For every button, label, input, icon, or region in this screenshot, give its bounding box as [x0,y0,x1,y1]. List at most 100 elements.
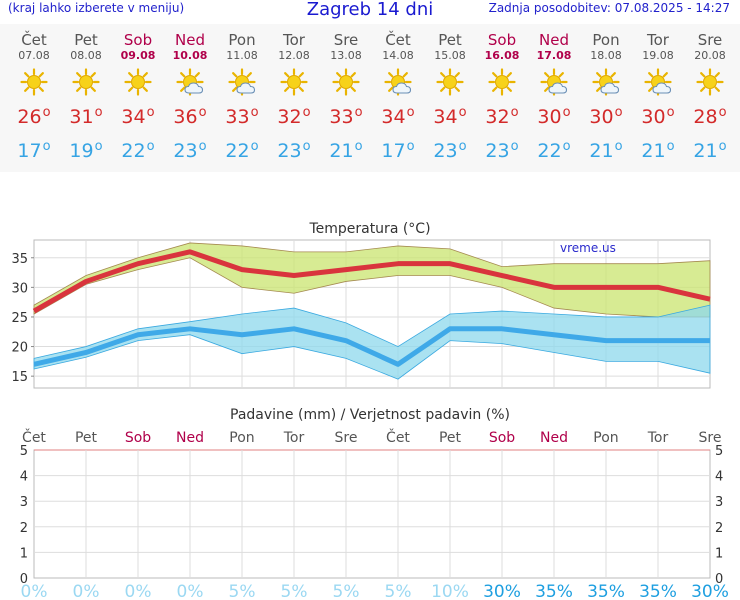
series-line [33,326,710,367]
y-tick-label: 4 [20,470,28,485]
day-name: Pet [74,31,98,49]
temperature-chart: Temperatura (°C) 15 20 25 30 35 vreme.us [11,221,711,389]
series-line [32,249,711,314]
max-temperature: 34o [433,105,467,128]
x-category-label: Pet [439,430,462,446]
max-temperature: 30o [641,105,675,128]
sun-cloud-icon [540,68,568,96]
y-tick-label: 20 [11,341,28,356]
min-temperature: 21o [641,139,675,162]
y-tick-label: 2 [20,521,28,536]
forecast-day: Tor 12.08 32o 23o [268,24,320,163]
x-category-label: Tor [283,430,305,446]
sun-icon [696,68,724,96]
max-temperature: 33o [225,105,259,128]
x-category-label: Pon [229,430,254,446]
y-tick-label: 5 [20,444,28,459]
uncertainty-band [33,304,711,380]
sun-cloud-icon [176,68,204,96]
sun-icon [20,68,48,96]
y-tick-label: 0 [20,572,28,587]
probability-label: 5% [281,582,308,600]
header-bar: (kraj lahko izberete v meniju) Zagreb 14… [0,0,740,22]
max-temperature: 36o [173,105,207,128]
y-tick-label: 1 [20,546,28,561]
day-name: Sre [333,31,359,49]
day-date: 07.08 [18,49,50,62]
x-category-label: Sre [699,430,722,446]
x-category-label: Čet [386,428,410,446]
sun-cloud-icon [644,68,672,96]
min-temperature: 23o [277,139,311,162]
max-temperature: 28o [693,105,727,128]
forecast-day: Sre 13.08 33o 21o [320,24,372,163]
forecast-day: Tor 19.08 30o 21o [632,24,684,163]
min-temperature: 22o [225,139,259,162]
day-date: 10.08 [172,49,208,62]
day-date: 13.08 [330,49,362,62]
y-tick-label-right: 5 [715,444,723,459]
chart-title: Padavine (mm) / Verjetnost padavin (%) [230,407,510,423]
day-date: 17.08 [536,49,572,62]
forecast-day: Pon 11.08 33o 22o [216,24,268,163]
min-temperature: 23o [485,139,519,162]
y-tick-label: 25 [11,311,28,326]
day-date: 16.08 [484,49,520,62]
day-date: 14.08 [382,49,414,62]
sun-icon [436,68,464,96]
day-name: Tor [283,31,305,49]
sun-cloud-icon [384,68,412,96]
probability-label: 30% [483,582,521,600]
forecast-day: Čet 14.08 34o 17o [372,24,424,163]
min-temperature: 22o [121,139,155,162]
sun-icon [124,68,152,96]
probability-label: 30% [691,582,729,600]
day-name: Čet [385,31,411,49]
probability-label: 0% [73,582,100,600]
min-temperature: 21o [329,139,363,162]
day-name: Ned [539,31,569,49]
max-temperature: 30o [589,105,623,128]
max-temperature: 31o [69,105,103,128]
day-date: 11.08 [226,49,258,62]
min-temperature: 23o [433,139,467,162]
precipitation-chart: Padavine (mm) / Verjetnost padavin (%) Če… [20,407,729,600]
min-temperature: 21o [589,139,623,162]
watermark: vreme.us [560,241,616,255]
forecast-day: Pet 08.08 31o 19o [60,24,112,163]
day-name: Čet [21,31,47,49]
x-category-label: Pon [593,430,618,446]
forecast-day: Čet 07.08 26o 17o [8,24,60,163]
x-category-label: Tor [647,430,669,446]
day-name: Sob [123,31,153,49]
day-date: 20.08 [694,49,726,62]
x-category-label: Sob [125,430,151,446]
min-temperature: 17o [381,139,415,162]
forecast-day: Sre 20.08 28o 21o [684,24,736,163]
x-category-label: Sre [335,430,358,446]
y-tick-label-right: 3 [715,495,723,510]
y-tick-label: 35 [11,252,28,267]
day-name: Sre [697,31,723,49]
sun-cloud-icon [592,68,620,96]
daily-forecast-strip: Čet 07.08 26o 17o Pet 08.08 31o 19o Sob 09.08 34o 2… [0,24,740,172]
last-updated: Zadnja posodobitev: 07.08.2025 - 14:27 [488,1,730,15]
sun-icon [280,68,308,96]
y-tick-label: 3 [20,495,28,510]
forecast-day: Ned 17.08 30o 22o [528,24,580,163]
probability-label: 35% [587,582,625,600]
day-name: Ned [175,31,205,49]
probability-label: 0% [177,582,204,600]
day-date: 09.08 [120,49,156,62]
probability-label: 5% [385,582,412,600]
max-temperature: 30o [537,105,571,128]
max-temperature: 32o [277,105,311,128]
x-category-label: Ned [176,430,204,446]
forecast-day: Ned 10.08 36o 23o [164,24,216,163]
x-category-label: Sob [489,430,515,446]
y-tick-label-right: 1 [715,546,723,561]
max-temperature: 32o [485,105,519,128]
day-date: 18.08 [590,49,622,62]
y-tick-label: 30 [11,281,28,296]
min-temperature: 23o [173,139,207,162]
